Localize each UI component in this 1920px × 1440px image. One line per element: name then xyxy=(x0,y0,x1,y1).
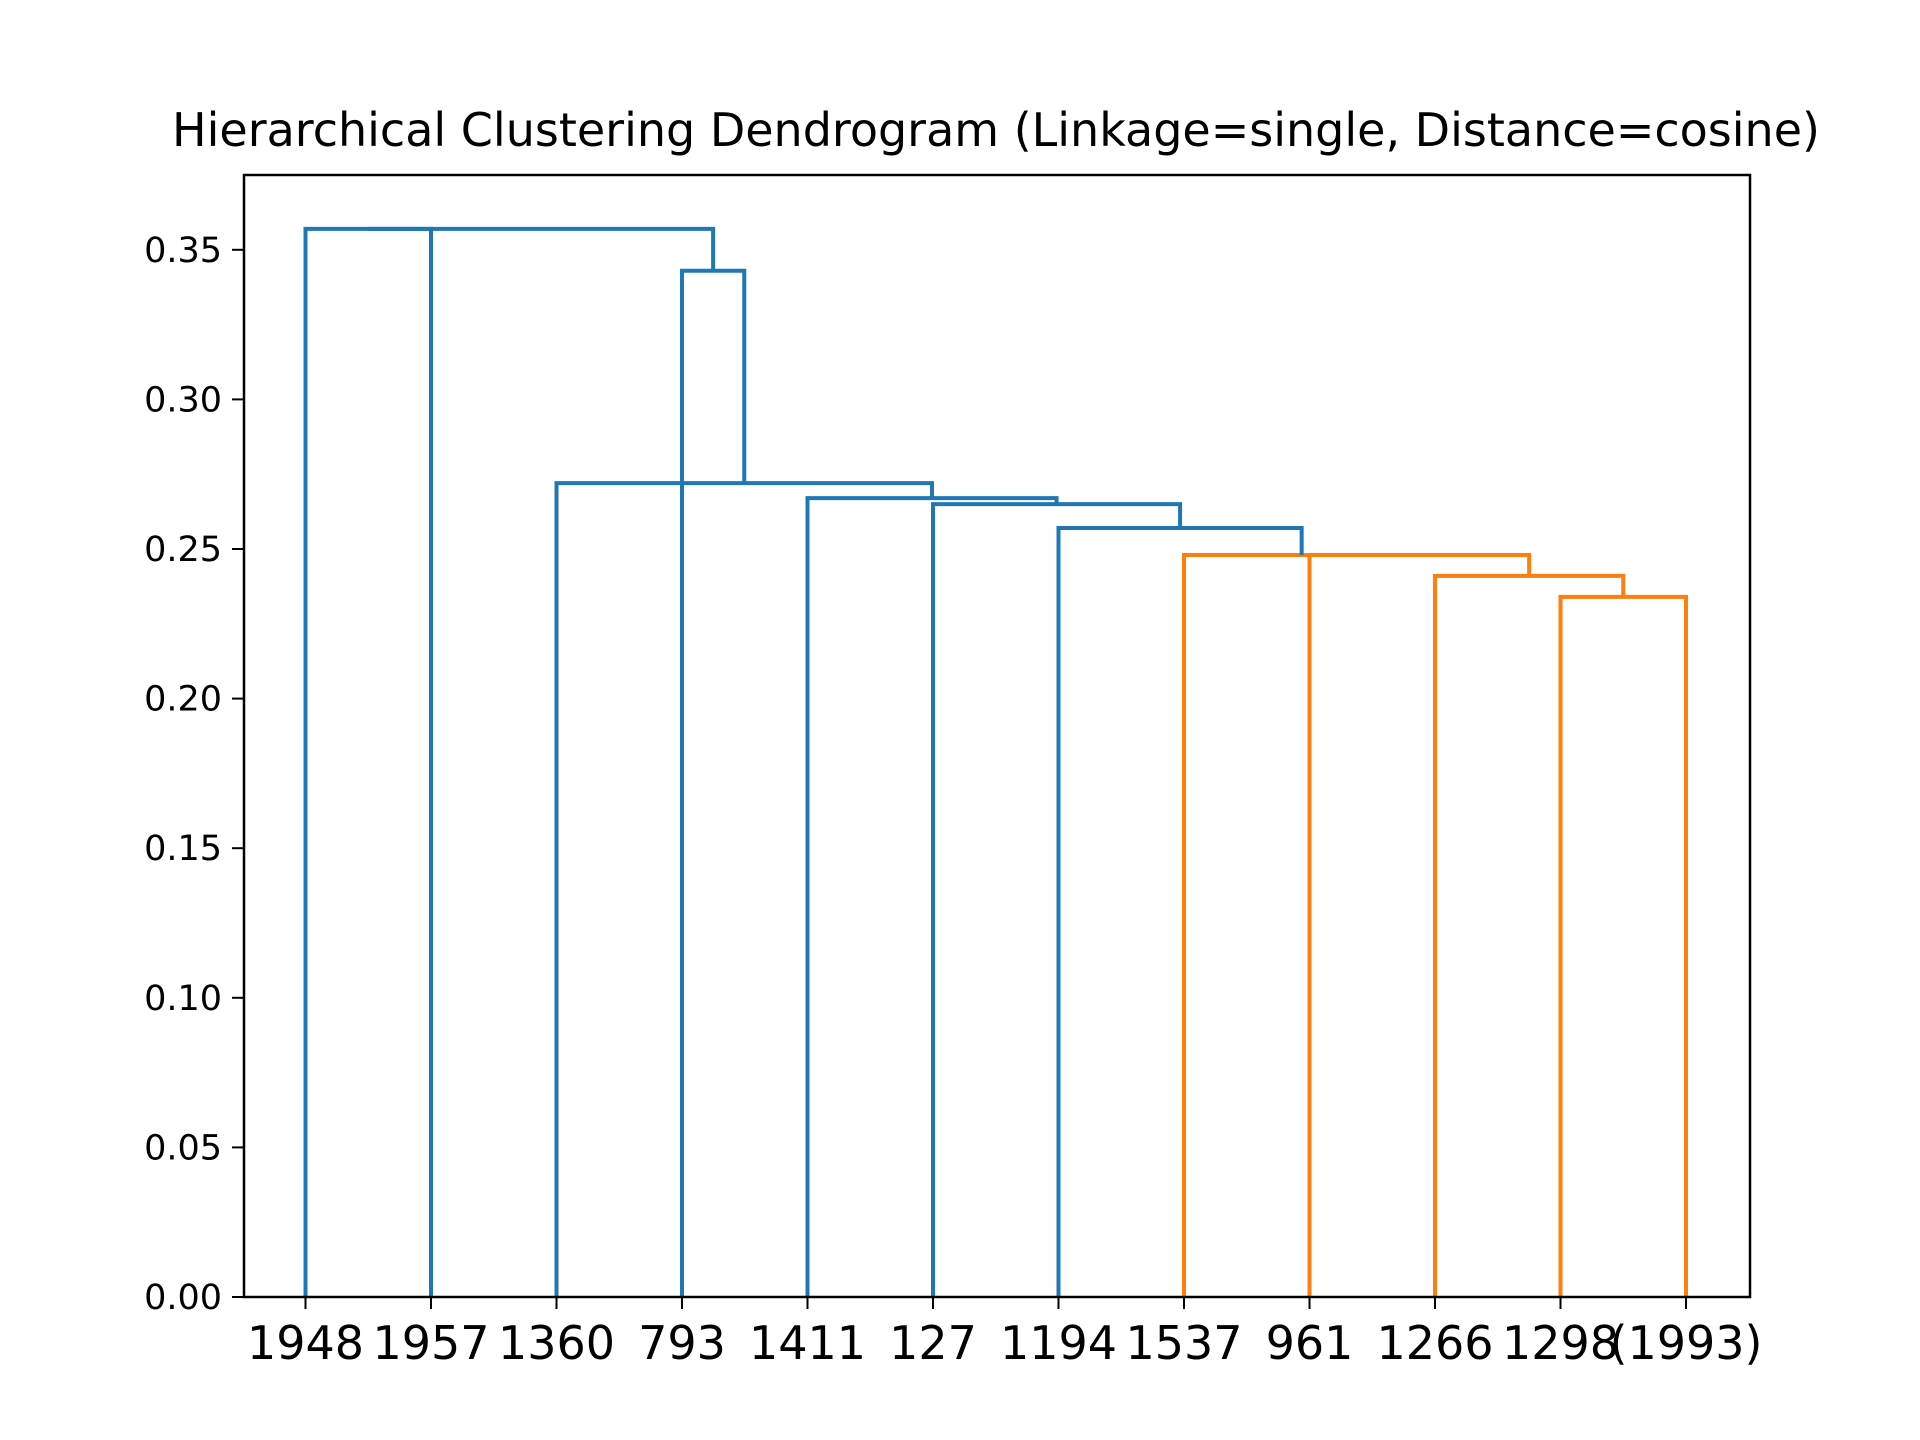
y-tick-label: 0.35 xyxy=(144,231,222,271)
dendrogram-link xyxy=(368,226,716,271)
leaf-label: 1194 xyxy=(1000,1316,1117,1370)
plot-frame xyxy=(242,173,1752,1299)
leaf-label: (1993) xyxy=(1610,1316,1763,1370)
leaf-label: 127 xyxy=(889,1316,977,1370)
dendrogram-link xyxy=(1433,573,1626,1297)
dendrogram-link xyxy=(303,226,433,1297)
leaf-label: 961 xyxy=(1266,1316,1354,1370)
dendrogram-link xyxy=(680,268,747,1297)
y-tick-label: 0.20 xyxy=(144,680,222,720)
leaf-label: 1957 xyxy=(372,1316,489,1370)
y-axis: 0.00 0.05 0.10 0.15 0.20 0.25 0.30 0.35 xyxy=(144,231,244,1318)
leaf-label: 1948 xyxy=(247,1316,364,1370)
leaf-label: 1537 xyxy=(1125,1316,1242,1370)
leaf-label: 1360 xyxy=(498,1316,615,1370)
dendrogram-link xyxy=(1558,594,1688,1297)
dendrogram-link xyxy=(554,481,935,1297)
leaf-label: 1411 xyxy=(749,1316,866,1370)
y-tick-label: 0.30 xyxy=(144,380,222,420)
dendrogram-link xyxy=(1307,552,1532,1297)
leaf-label: 793 xyxy=(638,1316,726,1370)
x-axis: 1948 1957 1360 793 1411 127 1194 1537 961 1266 129… xyxy=(247,1297,1763,1370)
leaf-label: 1298 xyxy=(1502,1316,1619,1370)
chart-title: Hierarchical Clustering Dendrogram (Link… xyxy=(172,103,1820,157)
y-tick-label: 0.10 xyxy=(144,979,222,1019)
y-tick-label: 0.00 xyxy=(144,1278,222,1318)
y-tick-label: 0.05 xyxy=(144,1128,222,1168)
dendrogram-link xyxy=(1056,526,1304,1297)
dendrogram-link xyxy=(1182,552,1420,1297)
dendrogram-links xyxy=(303,226,1688,1297)
y-tick-label: 0.15 xyxy=(144,829,222,869)
y-tick-label: 0.25 xyxy=(144,530,222,570)
leaf-label: 1266 xyxy=(1376,1316,1493,1370)
